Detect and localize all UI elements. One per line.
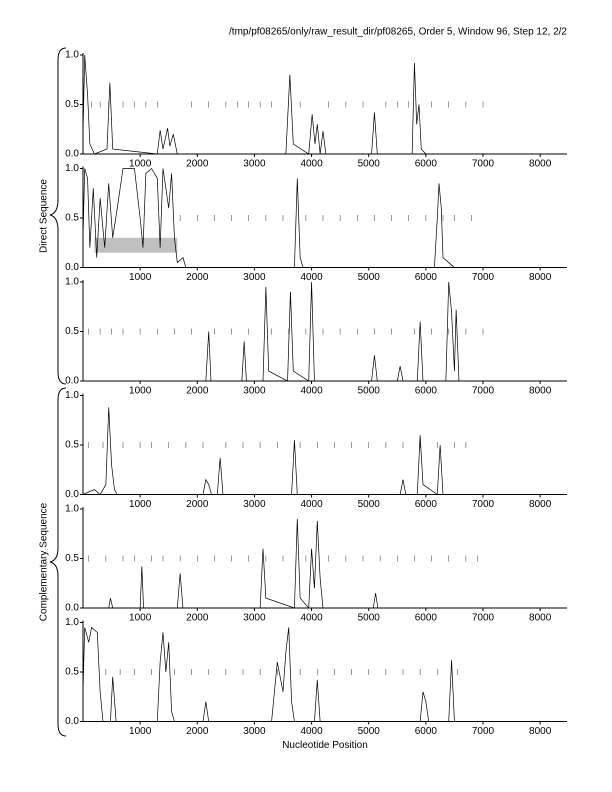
y-tick-label: 0.5 xyxy=(65,553,79,564)
x-tick-label: 2000 xyxy=(186,272,209,283)
x-tick-label: 5000 xyxy=(358,613,381,624)
x-tick-label: 1000 xyxy=(129,613,152,624)
x-tick-label: 6000 xyxy=(415,499,438,510)
x-tick-label: 8000 xyxy=(529,499,552,510)
y-tick-label: 0.5 xyxy=(65,326,79,337)
y-tick-label: 0.5 xyxy=(65,667,79,678)
x-tick-label: 6000 xyxy=(415,159,438,170)
x-tick-label: 1000 xyxy=(129,159,152,170)
x-tick-label: 7000 xyxy=(472,726,495,737)
x-tick-label: 5000 xyxy=(358,726,381,737)
x-tick-label: 3000 xyxy=(243,499,266,510)
x-tick-label: 7000 xyxy=(472,386,495,397)
y-tick-label: 1.0 xyxy=(65,617,79,628)
x-tick-label: 7000 xyxy=(472,159,495,170)
x-tick-label: 8000 xyxy=(529,613,552,624)
x-tick-label: 1000 xyxy=(129,272,152,283)
brace xyxy=(49,47,67,385)
y-tick-label: 0.5 xyxy=(65,440,79,451)
x-tick-label: 3000 xyxy=(243,613,266,624)
y-tick-label: 0.0 xyxy=(65,149,79,160)
x-tick-label: 6000 xyxy=(415,386,438,397)
x-tick-label: 4000 xyxy=(300,159,323,170)
x-tick-label: 1000 xyxy=(129,726,152,737)
x-tick-label: 2000 xyxy=(186,613,209,624)
group-label: Complementary Sequence xyxy=(39,502,50,621)
y-tick-label: 1.0 xyxy=(65,504,79,515)
brace xyxy=(49,387,67,737)
x-tick-label: 8000 xyxy=(529,726,552,737)
x-tick-label: 8000 xyxy=(529,386,552,397)
line xyxy=(82,54,567,155)
line xyxy=(83,281,567,382)
x-axis-label: Nucleotide Position xyxy=(282,740,368,751)
x-tick-label: 3000 xyxy=(243,272,266,283)
y-tick-label: 0.0 xyxy=(65,489,79,500)
x-tick-label: 8000 xyxy=(529,159,552,170)
y-tick-label: 0.0 xyxy=(65,603,79,614)
y-tick-label: 0.5 xyxy=(65,213,79,224)
x-tick-label: 2000 xyxy=(186,499,209,510)
x-tick-label: 5000 xyxy=(358,386,381,397)
y-tick-label: 1.0 xyxy=(65,390,79,401)
x-tick-label: 8000 xyxy=(529,272,552,283)
x-tick-label: 6000 xyxy=(415,613,438,624)
group-label: Direct Sequence xyxy=(39,179,50,253)
x-tick-label: 6000 xyxy=(415,272,438,283)
x-tick-label: 2000 xyxy=(186,386,209,397)
line xyxy=(82,407,567,496)
x-tick-label: 4000 xyxy=(300,499,323,510)
line xyxy=(83,518,567,609)
y-tick-label: 1.0 xyxy=(65,163,79,174)
line xyxy=(82,167,567,268)
x-tick-label: 4000 xyxy=(300,272,323,283)
x-tick-label: 3000 xyxy=(243,726,266,737)
y-tick-label: 0.5 xyxy=(65,99,79,110)
x-tick-label: 3000 xyxy=(243,159,266,170)
x-tick-label: 3000 xyxy=(243,386,266,397)
x-tick-label: 4000 xyxy=(300,386,323,397)
header: /tmp/pf08265/only/raw_result_dir/pf08265… xyxy=(229,27,567,38)
y-tick-label: 0.0 xyxy=(65,376,79,387)
y-tick-label: 0.0 xyxy=(65,716,79,727)
x-tick-label: 2000 xyxy=(186,159,209,170)
y-tick-label: 1.0 xyxy=(65,50,79,61)
x-tick-label: 5000 xyxy=(358,499,381,510)
y-tick-label: 1.0 xyxy=(65,277,79,288)
line xyxy=(82,626,567,722)
x-tick-label: 2000 xyxy=(186,726,209,737)
x-tick-label: 1000 xyxy=(129,499,152,510)
x-tick-label: 4000 xyxy=(300,726,323,737)
x-tick-label: 1000 xyxy=(129,386,152,397)
highlight xyxy=(94,237,178,253)
x-tick-label: 6000 xyxy=(415,726,438,737)
x-tick-label: 7000 xyxy=(472,272,495,283)
x-tick-label: 7000 xyxy=(472,499,495,510)
x-tick-label: 5000 xyxy=(358,159,381,170)
x-tick-label: 5000 xyxy=(358,272,381,283)
x-tick-label: 4000 xyxy=(300,613,323,624)
x-tick-label: 7000 xyxy=(472,613,495,624)
y-tick-label: 0.0 xyxy=(65,262,79,273)
